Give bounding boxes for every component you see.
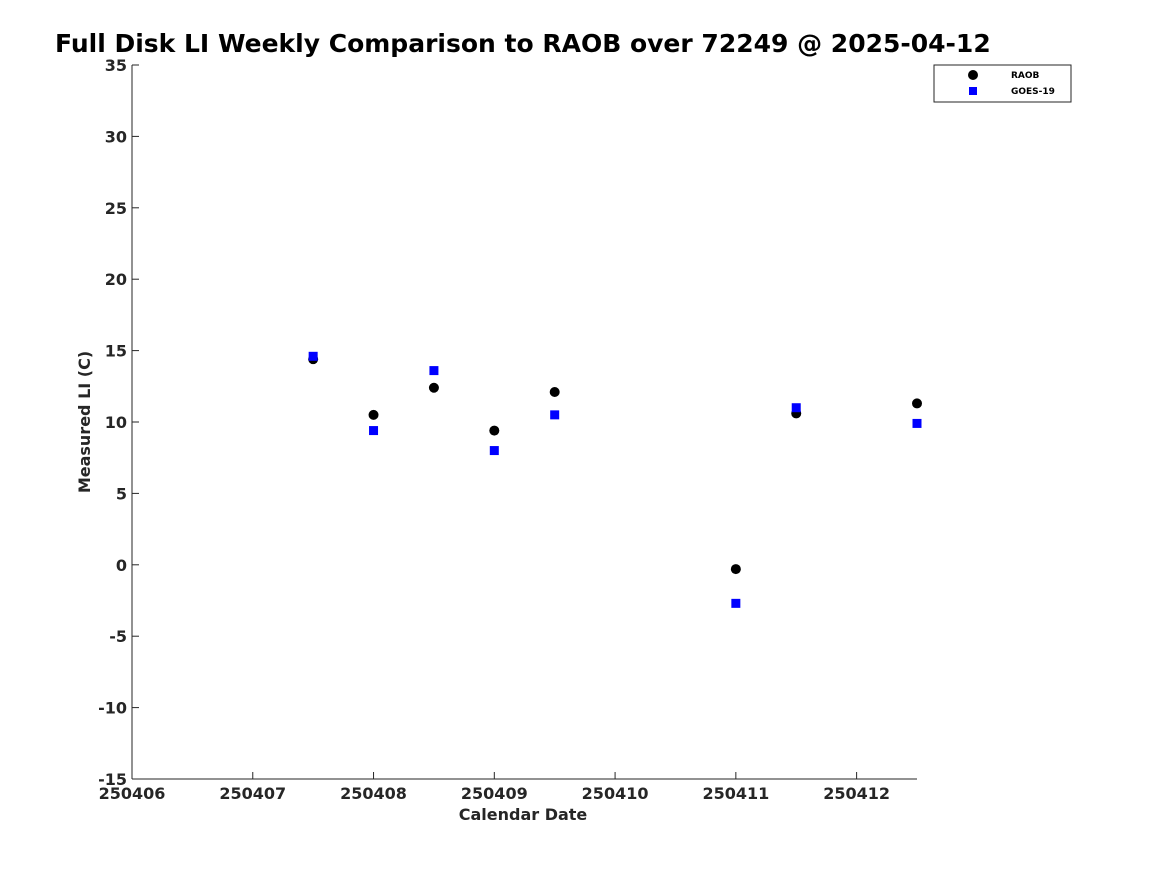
y-tick-label: 20 <box>105 270 127 289</box>
raob-point <box>912 398 922 409</box>
y-tick-label: 10 <box>105 413 127 432</box>
y-tick-label: 35 <box>105 56 127 75</box>
legend-label-raob: RAOB <box>1011 71 1040 81</box>
x-tick-label: 250407 <box>219 784 286 803</box>
goes-19-point <box>369 426 379 436</box>
chart-title: Full Disk LI Weekly Comparison to RAOB o… <box>55 29 991 58</box>
legend: RAOB GOES-19 <box>933 64 1072 103</box>
legend-marker-goes-19 <box>969 87 977 95</box>
legend-label-goes-19: GOES-19 <box>1011 87 1055 97</box>
raob-point <box>549 387 560 398</box>
raob-point <box>730 564 741 575</box>
y-axis-label: Measured LI (C) <box>75 351 94 493</box>
y-tick-label: 25 <box>105 199 127 218</box>
goes-19-point <box>308 351 318 361</box>
y-tick-label: -10 <box>98 699 127 718</box>
goes-19-point <box>550 410 560 420</box>
x-tick-label: 250412 <box>823 784 890 803</box>
x-tick-label: 250408 <box>340 784 407 803</box>
y-tick-label: 15 <box>105 342 127 361</box>
data-marks <box>308 351 922 608</box>
goes-19-point <box>731 598 741 608</box>
y-tick-label: -15 <box>98 770 127 789</box>
y-tick-label: 0 <box>116 556 127 575</box>
y-tick-label: 5 <box>116 484 127 503</box>
legend-marker-raob <box>968 70 978 80</box>
x-tick-label: 250411 <box>702 784 769 803</box>
goes-19-point <box>912 418 922 428</box>
raob-point <box>489 425 500 436</box>
x-tick-label: 250409 <box>461 784 528 803</box>
raob-point <box>368 409 379 420</box>
legend-box <box>933 64 1072 103</box>
x-axis-label: Calendar Date <box>459 805 588 824</box>
y-tick-label: -5 <box>109 627 127 646</box>
goes-19-point <box>489 446 499 456</box>
goes-19-point <box>791 403 801 413</box>
goes-19-point <box>429 366 439 376</box>
raob-point <box>428 382 439 393</box>
x-tick-label: 250410 <box>582 784 649 803</box>
x-tick-label: 250406 <box>99 784 166 803</box>
y-tick-label: 30 <box>105 127 127 146</box>
axes: -15 -10 -5 0 5 10 15 20 25 30 35 250406 250407 250408… <box>98 56 917 803</box>
